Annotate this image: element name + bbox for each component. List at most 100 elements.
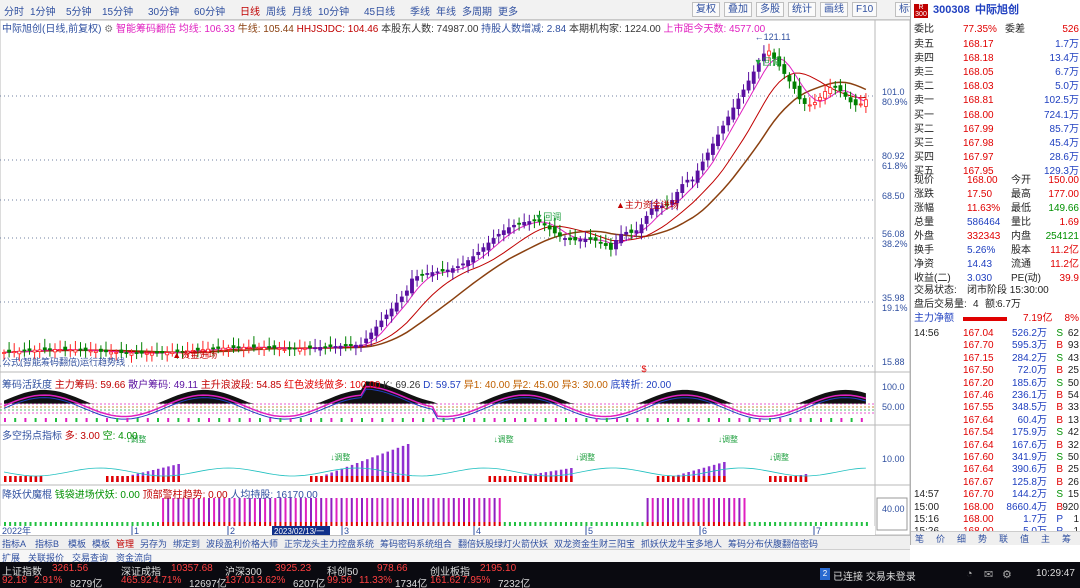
toolbar-button-3[interactable]: 统计	[788, 2, 816, 17]
tick-direction: S	[1056, 352, 1063, 364]
formula-tab-2[interactable]: 模板	[68, 539, 87, 549]
ask-row[interactable]: 卖五 168.17 1.7万	[911, 38, 1080, 52]
period-9[interactable]: 10分钟	[318, 7, 350, 18]
sub1-base-bar	[299, 418, 302, 422]
tick-direction: S	[1056, 489, 1063, 501]
tick-row: 167.20 185.6万 S 50	[911, 378, 1080, 390]
ask-row[interactable]: 卖四 168.18 13.4万	[911, 52, 1080, 66]
sub2-base	[718, 476, 721, 482]
quote-tab-5[interactable]: 值	[1020, 534, 1030, 544]
ask-row[interactable]: 卖三 168.05 6.7万	[911, 66, 1080, 80]
index-name[interactable]: 创业板指	[430, 567, 470, 578]
sub2-base	[34, 476, 38, 482]
callout-1: ▼回调	[754, 57, 781, 67]
quote-tab-0[interactable]: 笔	[915, 534, 925, 544]
toolbar-button-5[interactable]: F10	[852, 2, 878, 17]
net-flow-bar	[963, 317, 1007, 321]
sub3-base	[789, 522, 792, 527]
period-12[interactable]: 年线	[436, 7, 456, 18]
period-0[interactable]: 分时	[4, 7, 24, 18]
quote-tab-2[interactable]: 细	[957, 534, 967, 544]
period-2[interactable]: 5分钟	[66, 7, 92, 18]
toolbar-button-0[interactable]: 复权	[692, 2, 720, 17]
formula-tab-9[interactable]: 筹码密码系统组合	[380, 539, 453, 549]
formula-tab-3[interactable]: 模板	[92, 539, 111, 549]
bid-row[interactable]: 买一 168.00 724.1万	[911, 109, 1080, 123]
sub3-base	[743, 522, 746, 527]
index-name[interactable]: 深证成指	[121, 567, 161, 578]
sub2-axis: 10.00	[882, 454, 905, 464]
quote-tab-7[interactable]: 筹	[1062, 534, 1072, 544]
formula-tab-5[interactable]: 另存为	[140, 539, 168, 549]
formula-tab-6[interactable]: 绑定到	[173, 539, 201, 549]
extension-tab-2[interactable]: 交易查询	[72, 553, 109, 563]
sub3-base	[406, 522, 409, 527]
net-flow-row: 主力净额 7.19亿 8%	[911, 312, 1080, 326]
candle-body	[292, 347, 297, 350]
period-6[interactable]: 日线	[240, 7, 260, 18]
price-pct-1: 61.8%	[882, 161, 908, 171]
period-11[interactable]: 季线	[410, 7, 430, 18]
period-3[interactable]: 15分钟	[102, 7, 134, 18]
ask-row[interactable]: 卖一 168.81 102.5万	[911, 94, 1080, 108]
sub1-base-bar	[809, 418, 812, 422]
period-1[interactable]: 1分钟	[30, 7, 56, 18]
sub3-base	[427, 522, 430, 527]
period-13[interactable]: 多周期	[462, 7, 492, 18]
bid-row[interactable]: 买三 167.98 45.4万	[911, 137, 1080, 151]
toolbar-button-2[interactable]: 多股	[756, 2, 784, 17]
formula-tab-1[interactable]: 指标B	[35, 539, 60, 549]
formula-tab-12[interactable]: 抓妖伏龙牛宝多地人	[641, 539, 723, 549]
toolbar-button-4[interactable]: 画线	[820, 2, 848, 17]
period-7[interactable]: 周线	[266, 7, 286, 18]
bid-row[interactable]: 买五 167.95 129.3万	[911, 165, 1080, 179]
candle-body	[2, 352, 6, 354]
quote-tab-4[interactable]: 联	[999, 534, 1009, 544]
candle-body	[680, 184, 685, 193]
tick-direction: S	[1056, 377, 1063, 389]
sub3-base	[136, 522, 139, 527]
settings-icon[interactable]: ⚙	[1002, 569, 1012, 581]
quote-tab-3[interactable]: 势	[978, 534, 988, 544]
quote-tab-1[interactable]: 价	[936, 534, 946, 544]
period-5[interactable]: 60分钟	[194, 7, 226, 18]
sub3-bar	[457, 498, 460, 522]
formula-tab-8[interactable]: 正宗龙头主力控盘系统	[284, 539, 375, 549]
toolbar-button-1[interactable]: 叠加	[724, 2, 752, 17]
index-name[interactable]: 上证指数	[2, 567, 42, 578]
sub1-base-bar	[616, 418, 618, 422]
formula-tab-4[interactable]: 管理	[116, 539, 135, 549]
formula-tab-11[interactable]: 双龙资金生财三阳宝	[554, 539, 636, 549]
index-name[interactable]: 沪深300	[225, 567, 262, 578]
formula-tab-10[interactable]: 翻倍妖股绿灯火箭伏妖	[458, 539, 549, 549]
formula-tab-7[interactable]: 波段盈利价格大师	[206, 539, 279, 549]
index-name[interactable]: 科创50	[327, 567, 359, 578]
period-8[interactable]: 月线	[292, 7, 312, 18]
extension-tab-3[interactable]: 资金流向	[116, 553, 153, 563]
index-change: 99.56	[327, 575, 353, 586]
bid-row[interactable]: 买二 167.99 85.7万	[911, 123, 1080, 137]
notify-icon[interactable]: ◔	[966, 568, 973, 580]
period-10[interactable]: 45日线	[364, 7, 396, 18]
stat-value: 3.030	[967, 273, 993, 284]
sub1-base-bar	[728, 418, 731, 422]
sub3-base	[442, 522, 445, 527]
extension-tab-0[interactable]: 扩展	[2, 553, 21, 563]
formula-tab-13[interactable]: 筹码分布伏腹翻倍密码	[728, 539, 819, 549]
tick-price: 167.64	[963, 439, 994, 451]
formula-tab-bar: 指标A 指标B 模板 模板 管理 另存为 绑定到 波段盈利价格大师 正宗龙头主力控盘系统 筹码密码…	[0, 535, 910, 549]
sub3-base	[549, 522, 552, 527]
quote-tab-6[interactable]: 主	[1041, 534, 1051, 544]
sub2-base	[14, 476, 17, 482]
extension-tab-1[interactable]: 关联报价	[28, 553, 65, 563]
period-4[interactable]: 30分钟	[148, 7, 180, 18]
formula-tab-0[interactable]: 指标A	[2, 539, 27, 549]
period-14[interactable]: 更多	[498, 7, 518, 18]
ma-red-line	[3, 72, 866, 354]
stat-row: 涨幅 11.63% 最低 149.66	[911, 202, 1080, 216]
ask-row[interactable]: 卖二 168.03 5.0万	[911, 80, 1080, 94]
message-icon[interactable]: ✉	[984, 569, 994, 581]
bid-row[interactable]: 买四 167.97 28.6万	[911, 151, 1080, 165]
candle-body	[751, 71, 756, 84]
